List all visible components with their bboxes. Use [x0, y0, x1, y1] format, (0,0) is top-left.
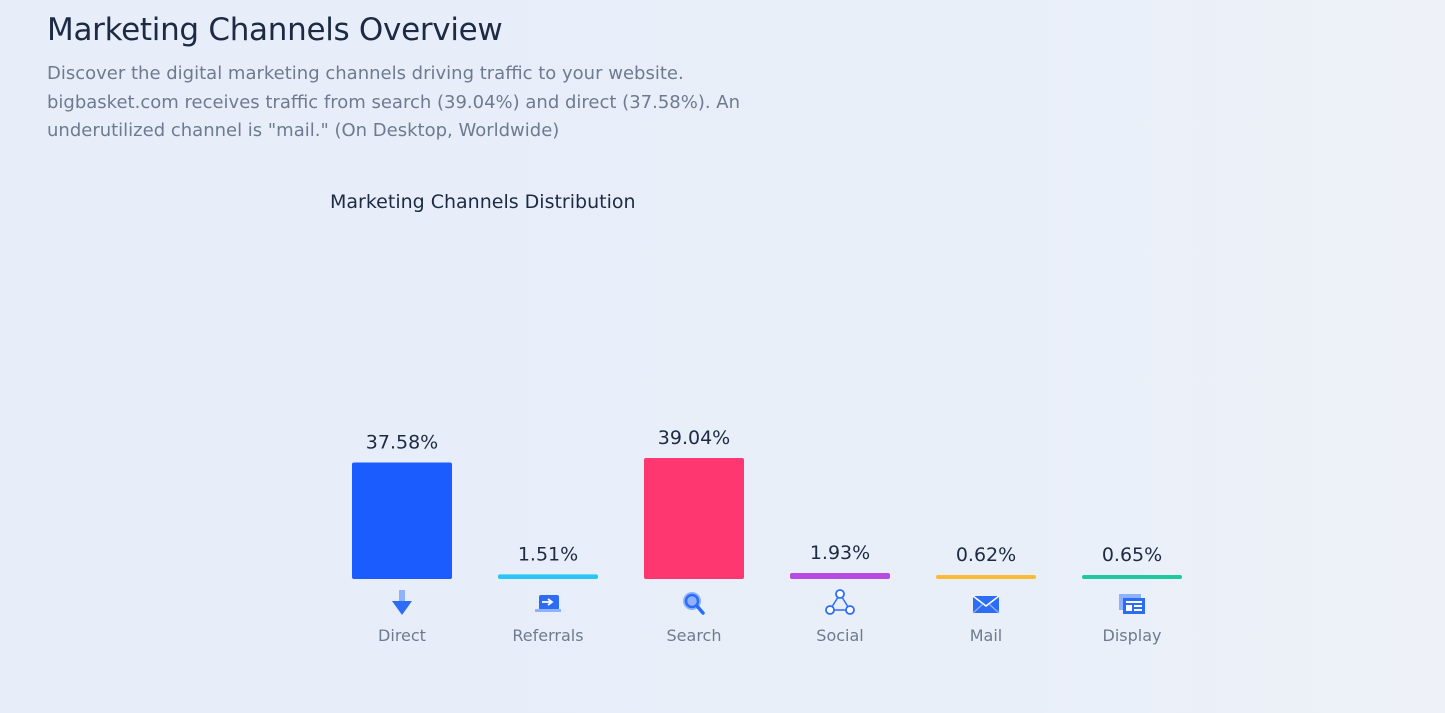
mail-icon	[972, 595, 1000, 614]
category-label-display: Display	[1103, 626, 1162, 645]
bar-social	[790, 573, 890, 579]
arrow-down-icon	[392, 590, 412, 615]
display-icon	[1119, 594, 1145, 614]
bar-direct	[352, 462, 452, 579]
value-label-referrals: 1.51%	[518, 543, 578, 565]
value-label-direct: 37.58%	[366, 432, 438, 454]
value-label-mail: 0.62%	[956, 544, 1016, 566]
category-label-direct: Direct	[378, 626, 426, 645]
bar-display	[1082, 575, 1182, 579]
category-label-mail: Mail	[970, 626, 1003, 645]
chart-title: Marketing Channels Distribution	[330, 191, 636, 213]
page-title: Marketing Channels Overview	[47, 12, 503, 48]
bar-mail	[936, 575, 1036, 579]
page-description: Discover the digital marketing channels …	[47, 63, 741, 141]
category-label-referrals: Referrals	[512, 626, 583, 645]
category-label-social: Social	[816, 626, 863, 645]
category-label-search: Search	[667, 626, 722, 645]
social-icon	[825, 589, 855, 615]
bar-referrals	[498, 574, 598, 579]
value-label-social: 1.93%	[810, 542, 870, 564]
referral-icon	[535, 595, 561, 612]
value-label-display: 0.65%	[1102, 544, 1162, 566]
bar-search	[644, 458, 744, 579]
search-icon	[683, 592, 705, 615]
value-label-search: 39.04%	[658, 427, 730, 449]
